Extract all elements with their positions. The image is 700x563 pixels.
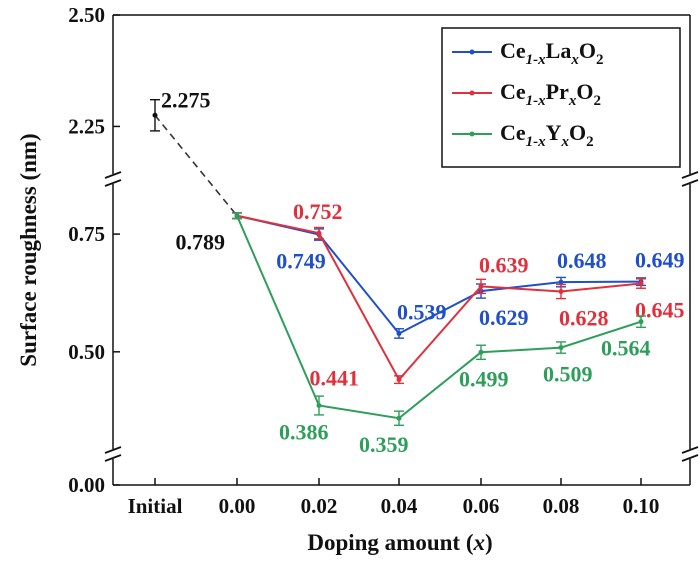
legend-marker bbox=[469, 90, 475, 96]
initial-point-group: 2.275 bbox=[150, 87, 211, 132]
series-point bbox=[396, 330, 402, 336]
x-tick-label: 0.00 bbox=[219, 494, 256, 518]
shared-start-label: 0.789 bbox=[176, 230, 226, 255]
series-point bbox=[558, 345, 564, 351]
data-label: 0.749 bbox=[276, 249, 326, 274]
break-slash-b-3 bbox=[681, 454, 699, 462]
break-slash-a-2 bbox=[681, 171, 699, 179]
series-2: 0.386 0.359 0.499 0.509 0.564 bbox=[232, 212, 651, 457]
legend-entry: Ce1-xLaxO2 bbox=[500, 38, 603, 68]
series-point bbox=[478, 283, 484, 289]
series-point bbox=[234, 213, 240, 219]
x-tick-label: 0.04 bbox=[381, 494, 418, 518]
y-tick-label: 0.00 bbox=[68, 473, 105, 497]
break-slash-a-3 bbox=[681, 446, 699, 454]
legend-marker bbox=[469, 131, 475, 137]
series-point bbox=[396, 377, 402, 383]
series-line bbox=[236, 214, 642, 382]
data-label: 0.441 bbox=[310, 366, 360, 391]
x-tick-label: 0.10 bbox=[623, 494, 660, 518]
initial-connector-line bbox=[154, 114, 238, 217]
series-line bbox=[236, 215, 642, 420]
y-tick-label: 0.75 bbox=[68, 222, 105, 246]
x-tick-label: Initial bbox=[128, 494, 183, 518]
break-gap-3 bbox=[681, 450, 699, 458]
break-slash-b-0 bbox=[104, 179, 122, 187]
series-point bbox=[638, 319, 644, 325]
series-point bbox=[316, 230, 322, 236]
break-slash-b-1 bbox=[104, 454, 122, 462]
y-axis-title: Surface roughness (nm) bbox=[16, 133, 41, 366]
series-0: 0.749 0.539 0.629 0.648 0.649 bbox=[232, 212, 685, 339]
break-gap-0 bbox=[104, 175, 122, 183]
y-tick-label: 2.25 bbox=[68, 114, 105, 138]
data-label: 0.648 bbox=[557, 248, 607, 273]
y-tick-label: 2.50 bbox=[68, 3, 105, 27]
y-axis-ticks: 0.00 0.50 0.75 2.25 2.50 bbox=[68, 3, 120, 497]
data-label: 0.629 bbox=[479, 305, 529, 330]
initial-value-label: 2.275 bbox=[161, 87, 211, 112]
x-axis-title: Doping amount (x) bbox=[307, 530, 492, 555]
axis-break-marks bbox=[104, 171, 699, 462]
legend-entry: Ce1-xYxO2 bbox=[500, 120, 594, 150]
series-point bbox=[558, 279, 564, 285]
data-label: 0.564 bbox=[601, 336, 651, 361]
data-label: 0.509 bbox=[543, 362, 593, 387]
plot-frame bbox=[112, 14, 691, 486]
x-tick-label: 0.02 bbox=[301, 494, 338, 518]
data-label: 0.649 bbox=[635, 248, 685, 273]
x-tick-label: 0.06 bbox=[463, 494, 500, 518]
data-label: 0.752 bbox=[293, 199, 343, 224]
initial-point bbox=[152, 112, 158, 118]
x-axis-ticks: Initial 0.00 0.02 0.04 0.06 0.08 0.10 bbox=[128, 478, 660, 518]
data-label: 0.499 bbox=[459, 366, 509, 391]
break-gap-1 bbox=[104, 450, 122, 458]
legend-marker bbox=[469, 49, 475, 55]
x-tick-label: 0.08 bbox=[543, 494, 580, 518]
series-point bbox=[396, 415, 402, 421]
series-point bbox=[316, 403, 322, 409]
data-label: 0.386 bbox=[279, 420, 329, 445]
series-point bbox=[478, 349, 484, 355]
y-tick-label: 0.50 bbox=[68, 340, 105, 364]
data-label: 0.639 bbox=[479, 252, 529, 277]
break-slash-b-2 bbox=[681, 179, 699, 187]
data-label: 0.645 bbox=[635, 298, 685, 323]
series-line bbox=[236, 214, 642, 335]
legend-entry: Ce1-xPrxO2 bbox=[500, 79, 601, 109]
data-label: 0.359 bbox=[359, 432, 409, 457]
data-label: 0.628 bbox=[559, 306, 609, 331]
break-gap-2 bbox=[681, 175, 699, 183]
break-slash-a-1 bbox=[104, 446, 122, 454]
series-point bbox=[558, 289, 564, 295]
series-1: 0.752 0.441 0.639 0.628 0.645 bbox=[232, 199, 685, 391]
break-slash-a-0 bbox=[104, 171, 122, 179]
series-point bbox=[638, 281, 644, 287]
legend: Ce1-xLaxO2 Ce1-xPrxO2 Ce1-xYxO2 bbox=[441, 27, 681, 168]
data-label: 0.539 bbox=[397, 299, 447, 324]
